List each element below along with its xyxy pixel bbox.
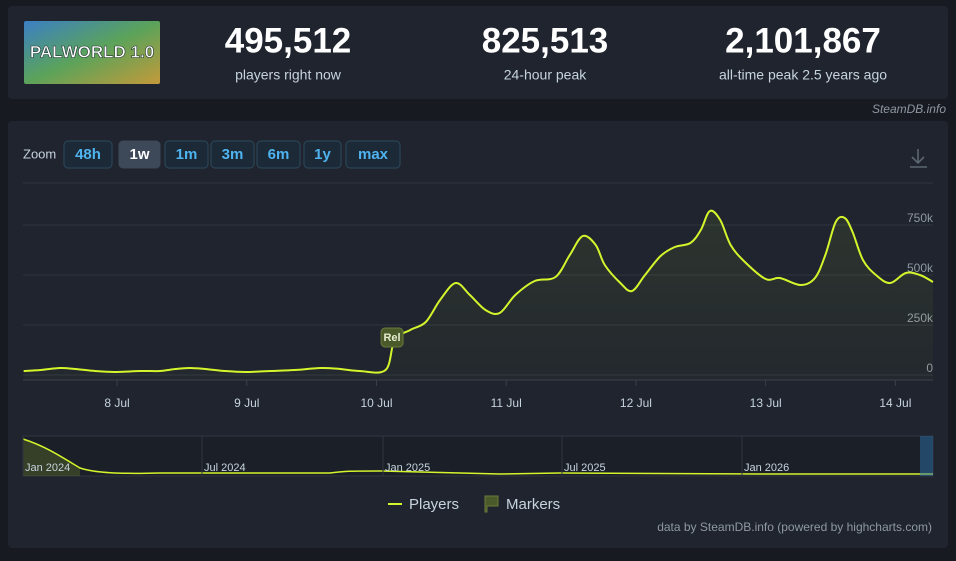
stat-label: 24-hour peak [504, 67, 588, 83]
stat-label: all-time peak 2.5 years ago [719, 67, 887, 83]
navigator-label: Jan 2026 [744, 462, 789, 474]
stat-value: 825,513 [482, 21, 609, 60]
zoom-button-label[interactable]: 48h [75, 146, 101, 163]
download-icon[interactable] [910, 149, 927, 168]
zoom-buttons: 48h 1w 1m 3m 6m 1y max [63, 140, 401, 169]
line [23, 209, 934, 374]
zoom-button[interactable] [345, 140, 401, 169]
zoom-button-label[interactable]: 1m [176, 146, 198, 163]
zoom-button[interactable] [118, 140, 161, 169]
x-tick-label: 12 Jul [620, 396, 652, 410]
zoom-button-label[interactable]: max [358, 146, 389, 163]
zoom-button-label[interactable]: 1w [129, 146, 149, 163]
zoom-button[interactable] [303, 140, 342, 169]
navigator-label: Jan 2024 [25, 462, 70, 474]
zoom-button[interactable] [164, 140, 209, 169]
navigator-label: Jan 2025 [385, 462, 430, 474]
zoom-button[interactable] [63, 140, 113, 169]
area [23, 210, 933, 380]
y-tick-label: 500k [907, 261, 934, 275]
stat-value: 495,512 [225, 21, 352, 60]
credits: data by SteamDB.info (powered by highcha… [657, 520, 932, 534]
header-panel [8, 6, 948, 99]
zoom-button-label[interactable]: 1y [314, 146, 331, 163]
stats: 495,512 players right now 825,513 24-hour p… [225, 21, 888, 82]
x-tick-label: 10 Jul [360, 396, 392, 410]
zoom-button-label[interactable]: 6m [268, 146, 290, 163]
stat-label: players right now [235, 67, 342, 83]
zoom-button[interactable] [210, 140, 255, 169]
zoom-button[interactable] [256, 140, 301, 169]
game-logo-text: PALWORLD 1.0 [30, 42, 154, 61]
navigator-label: Jul 2024 [204, 462, 246, 474]
navigator-area [23, 439, 80, 476]
x-tick-label: 8 Jul [104, 396, 129, 410]
event-marker-label[interactable]: Rel [383, 332, 400, 344]
legend-marker-icon [484, 495, 499, 513]
zoom-label: Zoom [23, 146, 56, 161]
legend-players[interactable]: Players [409, 496, 459, 513]
event-marker[interactable] [380, 327, 404, 348]
x-tick-label: 9 Jul [234, 396, 259, 410]
navigator-label: Jul 2025 [564, 462, 606, 474]
x-tick-label: 11 Jul [491, 396, 522, 410]
navigator-labels: Jan 2024 Jul 2024 Jan 2025 Jul 2025 Jan 2026 [22, 436, 789, 476]
attribution: SteamDB.info [872, 102, 946, 116]
navigator [22, 435, 934, 477]
stat-value: 2,101,867 [725, 21, 881, 60]
x-tick-label: 14 Jul [879, 396, 911, 410]
legend-markers[interactable]: Markers [506, 496, 560, 513]
game-logo [24, 21, 160, 84]
x-tick-label: 13 Jul [750, 396, 782, 410]
navigator-selection[interactable] [920, 436, 933, 476]
zoom-button-label[interactable]: 3m [222, 146, 244, 163]
navigator-line [22, 438, 933, 475]
y-tick-label: 750k [907, 211, 934, 225]
